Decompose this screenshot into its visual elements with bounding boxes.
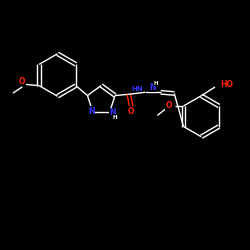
Text: H: H [154, 81, 158, 86]
Text: HN: HN [131, 86, 142, 92]
Text: H: H [113, 115, 117, 120]
Text: O: O [128, 107, 134, 116]
Text: N: N [109, 108, 116, 118]
Text: O: O [165, 102, 172, 110]
Text: HO: HO [220, 80, 233, 89]
Text: O: O [19, 76, 26, 86]
Text: N: N [149, 83, 156, 92]
Text: N: N [88, 107, 95, 116]
